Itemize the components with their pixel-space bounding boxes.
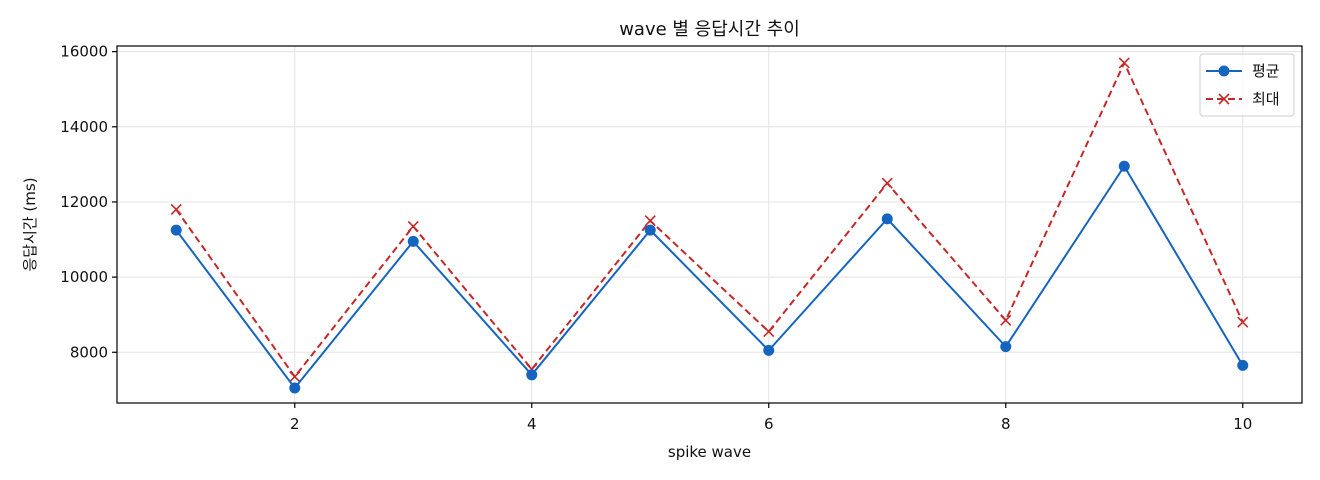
series-layer bbox=[170, 57, 1249, 394]
y-tick-label: 16000 bbox=[60, 43, 108, 61]
series-max bbox=[170, 57, 1249, 383]
series-avg-line bbox=[175, 165, 1244, 389]
legend-label: 최대 bbox=[1252, 90, 1280, 108]
legend-swatch-point bbox=[1218, 65, 1230, 77]
series-max-point bbox=[644, 215, 656, 227]
x-tick-label: 6 bbox=[764, 415, 774, 433]
series-avg-point bbox=[1118, 160, 1130, 172]
y-tick-label: 8000 bbox=[70, 343, 108, 361]
series-max-line bbox=[175, 61, 1244, 378]
tick-layer: 2 4 6 8 10 8000 10000 12000 14000 16000 bbox=[60, 43, 1252, 433]
series-max-point bbox=[1118, 57, 1130, 69]
x-tick-label: 4 bbox=[527, 415, 537, 433]
y-tick-label: 12000 bbox=[60, 193, 108, 211]
y-tick-label: 14000 bbox=[60, 118, 108, 136]
series-max-point bbox=[289, 371, 301, 383]
series-avg bbox=[170, 160, 1249, 394]
chart-title: wave 별 응답시간 추이 bbox=[619, 19, 800, 40]
series-max-point bbox=[407, 220, 419, 232]
series-max-point bbox=[763, 326, 775, 338]
series-avg-point bbox=[289, 382, 301, 394]
series-avg-point bbox=[881, 213, 893, 225]
x-tick-label: 2 bbox=[290, 415, 300, 433]
plot-frame bbox=[116, 45, 1303, 404]
series-avg-point bbox=[763, 344, 775, 356]
series-avg-point bbox=[407, 235, 419, 247]
legend-box bbox=[1199, 53, 1295, 117]
legend-item-max: 최대 bbox=[1206, 90, 1280, 108]
series-avg-point bbox=[526, 369, 538, 381]
series-avg-point bbox=[1237, 359, 1249, 371]
grid-layer bbox=[117, 46, 1302, 403]
x-tick-label: 10 bbox=[1233, 415, 1252, 433]
series-avg-point bbox=[1000, 341, 1012, 353]
series-max-point bbox=[881, 177, 893, 189]
legend-swatch-point bbox=[1218, 93, 1230, 105]
legend-item-avg: 평균 bbox=[1206, 62, 1280, 80]
series-avg-point bbox=[644, 224, 656, 236]
legend-label: 평균 bbox=[1252, 62, 1280, 80]
series-max-point bbox=[170, 203, 182, 216]
y-axis-label: 응답시간 (ms) bbox=[21, 177, 39, 271]
series-max-point bbox=[1000, 314, 1012, 326]
series-avg-point bbox=[170, 224, 182, 236]
x-tick-label: 8 bbox=[1001, 415, 1011, 433]
series-max-point bbox=[1237, 316, 1249, 328]
x-axis-label: spike wave bbox=[668, 443, 751, 461]
y-tick-label: 10000 bbox=[60, 268, 108, 286]
